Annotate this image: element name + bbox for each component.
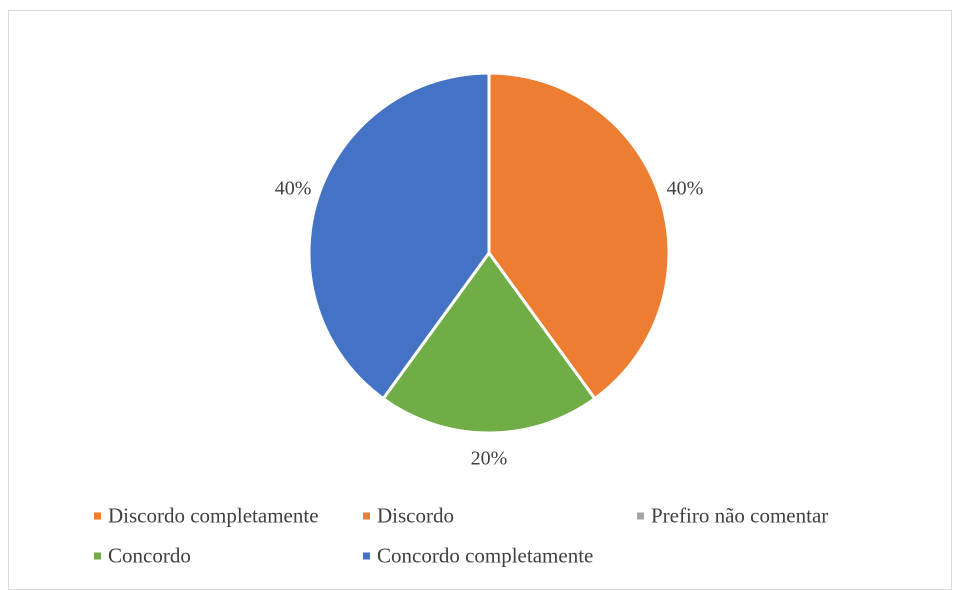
data-label-discordo: 40%: [666, 177, 704, 200]
data-label-concordo-completamente: 40%: [274, 177, 312, 200]
pie-slice-concordo: [381, 251, 597, 435]
pie-slice-discordo: [487, 71, 671, 401]
pie-slices: [307, 71, 671, 435]
pie-slice-concordo-completamente: [307, 71, 491, 401]
data-label-concordo: 20%: [470, 447, 508, 470]
